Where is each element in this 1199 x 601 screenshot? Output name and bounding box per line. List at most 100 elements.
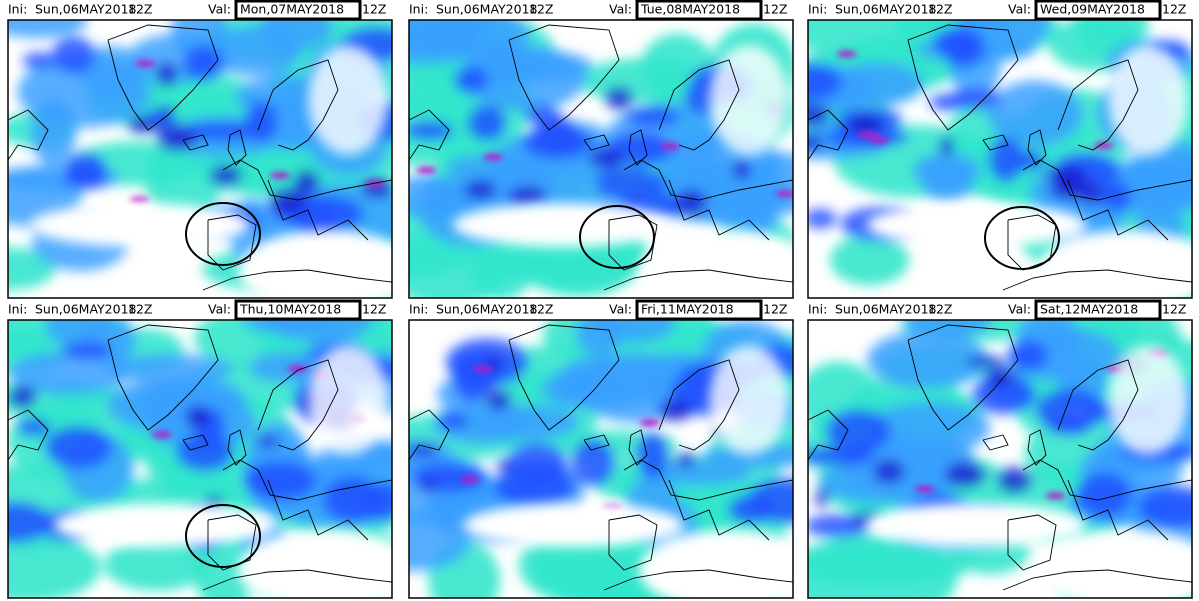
precip-max [869,136,890,145]
precip-max [459,475,480,484]
precip-max [129,196,150,205]
dry-zone [53,345,392,598]
precip-blob [363,482,392,522]
precip-blob [873,459,905,484]
ini-time: 12Z [529,302,553,317]
precip-blob [1035,388,1106,433]
precip-blob [1075,472,1132,518]
precip-blob [418,479,439,492]
precip-blob [61,341,112,360]
dry-zone [463,345,793,598]
precip-blob [103,354,235,383]
precip-blob [409,513,470,572]
precip-blob [589,147,624,169]
val-label: Val: [1008,2,1031,17]
dry-area [639,230,793,298]
precip-blob [64,152,107,184]
precip-blob [636,432,669,479]
precip-blob [808,104,830,126]
val-date: Sat,12MAY2018 [1040,302,1138,317]
precip-blob [675,452,697,467]
borders [267,479,369,541]
precip-blob [847,114,884,136]
coastline-iceland [182,434,209,451]
coastline-iberia [207,514,257,571]
coastline-europe [222,159,392,201]
precip-blob [467,105,507,141]
ini-time: 12Z [128,302,152,317]
precip-blob [808,208,837,229]
map [808,20,1192,298]
precip-blob [1049,180,1088,200]
precip-blob [607,131,672,167]
coastline-scandinavia [1057,359,1139,451]
precip-blob [8,20,88,38]
dry-area [1108,45,1188,155]
borders [267,179,369,241]
precip-max [1093,141,1114,150]
precip-blob [8,385,37,409]
val-box [635,299,763,321]
precip-blob [185,405,211,429]
ini-label: Ini: [808,302,827,317]
precip-blob [495,459,512,471]
ini-time: 12Z [928,2,952,17]
val-label: Val: [609,2,632,17]
precip-blob [260,20,333,51]
val-label: Val: [1008,302,1031,317]
val-box [635,0,763,21]
precip-blob [269,188,307,215]
coastline-iceland [982,434,1009,451]
ini-date: Sun,06MAY2018 [835,2,937,17]
precip-max [1045,491,1066,500]
coastline-greenland [907,24,1019,131]
val-time: 12Z [763,2,787,17]
ini-time: 12Z [928,302,952,317]
precip-max [660,142,681,151]
precip-blob [1047,164,1088,187]
borders [668,179,770,241]
highlight-circle [185,504,261,568]
ini-date: Sun,06MAY2018 [35,2,137,17]
coastline-britain [1027,129,1047,166]
precip-max [472,365,493,374]
val-date: Thu,10MAY2018 [239,302,341,317]
precip-blob [929,93,969,111]
precip-blob [641,461,752,486]
val-time: 12Z [362,2,386,17]
precip-blob [17,55,152,128]
coastline-canada [808,409,849,461]
map-frame [408,19,794,299]
borders [1067,179,1169,241]
coastline-canada [8,109,49,161]
coastline-britain [628,129,648,166]
ini-date: Sun,06MAY2018 [436,2,538,17]
precip-blob [869,401,991,455]
precip-blob [51,36,96,74]
precip-blob [1078,181,1104,205]
precip-blob [505,442,568,485]
precip-blob [604,86,634,110]
precip-max [135,59,156,68]
precip-blob [814,488,830,508]
precip-blob [733,159,751,180]
precip-blob [45,320,111,348]
precip-blob [409,228,510,298]
ini-date: Sun,06MAY2018 [835,302,937,317]
precip-blob [939,136,954,156]
dry-area [709,345,789,455]
precip-blob [966,355,1006,368]
precip-field [808,20,1192,298]
dry-area [453,203,674,247]
precip-blob [293,170,320,195]
map-frame [807,19,1193,299]
highlight-circle [579,205,655,269]
dry-area [1108,345,1188,455]
precip-blob [256,435,280,447]
coastline-africa [202,269,392,291]
ini-label: Ini: [8,2,27,17]
map-frame [408,319,794,599]
coastline-greenland [508,324,620,431]
borders [668,479,770,541]
